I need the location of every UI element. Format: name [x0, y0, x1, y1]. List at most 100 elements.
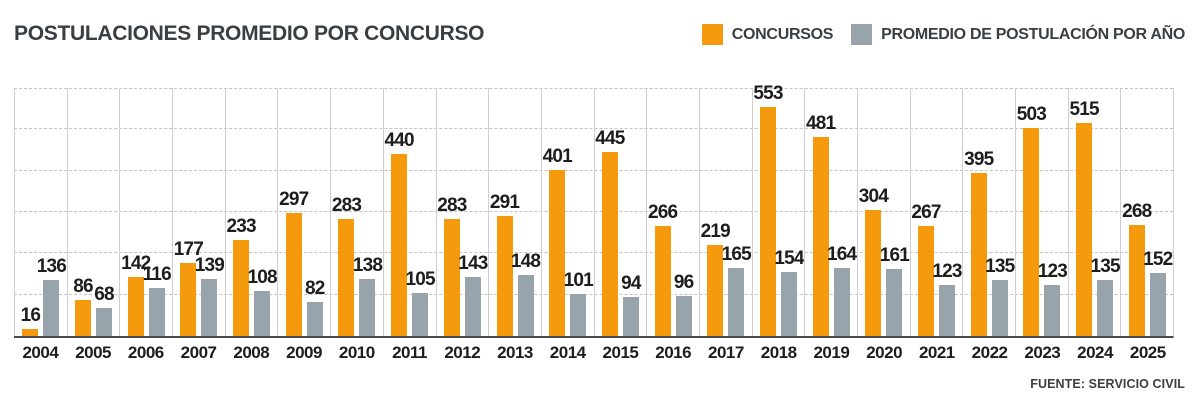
bar-concursos-2008: [233, 239, 250, 336]
bar-concursos-2017: [707, 245, 724, 336]
bar-value-label: 152: [1143, 249, 1173, 271]
x-axis-label-2021: 2021: [918, 343, 955, 362]
bar-promedio-2019: [833, 268, 850, 336]
bar-concursos-2021: [918, 225, 935, 336]
bar-promedio-2004: [43, 279, 60, 336]
year-group-2010: 283 138: [330, 88, 383, 336]
bar-value-label: 135: [1090, 256, 1120, 278]
legend-item-concursos: CONCURSOS: [701, 24, 834, 45]
bar-concursos-2022: [970, 172, 987, 336]
bar-promedio-2022: [991, 280, 1008, 336]
bar-promedio-2013: [517, 274, 534, 336]
bar-value-label: 108: [247, 267, 277, 289]
year-group-2025: 268 152: [1120, 88, 1173, 336]
legend-swatch-concursos: [701, 24, 723, 45]
bar-value-label: 481: [806, 113, 836, 135]
legend-label-promedio: PROMEDIO DE POSTULACIÓN POR AÑO: [881, 25, 1185, 43]
bar-value-label: 553: [753, 83, 783, 105]
bar-value-label: 135: [985, 256, 1015, 278]
x-axis-label-2023: 2023: [1024, 343, 1061, 362]
bar-value-label: 177: [173, 238, 204, 260]
bar-value-label: 96: [673, 272, 694, 294]
year-group-2008: 233 108: [224, 88, 278, 336]
year-group-2020: 304 161: [857, 88, 910, 336]
x-axis: 2004 2005 2006 2007 2008 2009 2010 2011 2012 2013…: [14, 343, 1174, 363]
bar-value-label: 82: [305, 278, 325, 300]
bar-promedio-2016: [675, 296, 692, 336]
bar-value-label: 164: [827, 244, 857, 266]
bar-promedio-2008: [254, 291, 271, 336]
bar-promedio-2020: [886, 269, 903, 336]
bar-concursos-2025: [1128, 225, 1145, 336]
bar-concursos-2016: [654, 226, 671, 336]
bar-promedio-2009: [306, 302, 323, 336]
year-group-2004: 16 136: [14, 88, 67, 336]
x-axis-label-2007: 2007: [180, 343, 217, 362]
bar-concursos-2006: [127, 277, 144, 336]
bar-promedio-2017: [728, 267, 745, 336]
bar-value-label: 143: [458, 252, 488, 274]
x-axis-label-2014: 2014: [549, 343, 586, 362]
bar-value-label: 395: [964, 148, 994, 170]
bar-promedio-2007: [201, 278, 218, 336]
bar-chart: 16 136 86 68 142 116 177 139 233 108 297 82 283 138 44…: [14, 84, 1174, 363]
year-group-2017: 219 165: [698, 88, 752, 336]
bar-value-label: 266: [647, 202, 678, 224]
bar-concursos-2018: [759, 107, 776, 336]
legend-swatch-promedio: [851, 24, 873, 45]
bar-value-label: 16: [20, 305, 41, 327]
bar-concursos-2012: [443, 219, 460, 336]
year-group-2021: 267 123: [909, 88, 962, 336]
bar-value-label: 297: [279, 189, 309, 211]
bar-concursos-2023: [1023, 128, 1040, 336]
legend-item-promedio: PROMEDIO DE POSTULACIÓN POR AÑO: [851, 24, 1185, 45]
bar-value-label: 268: [1122, 201, 1152, 223]
bar-value-label: 123: [1037, 261, 1068, 283]
bar-value-label: 401: [542, 146, 573, 168]
year-group-2011: 440 105: [382, 88, 436, 336]
year-group-2019: 481 164: [804, 88, 857, 336]
x-axis-label-2017: 2017: [708, 343, 744, 362]
bar-value-label: 123: [932, 261, 962, 283]
bar-concursos-2010: [338, 219, 355, 336]
bar-value-label: 291: [489, 191, 520, 213]
year-group-2022: 395 135: [962, 88, 1015, 336]
year-group-2015: 445 94: [593, 88, 647, 336]
bar-value-label: 68: [94, 283, 114, 305]
bar-concursos-2004: [22, 329, 39, 336]
bar-value-label: 503: [1016, 104, 1047, 126]
year-group-2023: 503 123: [1015, 88, 1068, 336]
bar-promedio-2014: [570, 294, 587, 336]
year-group-2018: 553 154: [751, 84, 804, 336]
bar-promedio-2012: [464, 276, 481, 336]
bar-promedio-2023: [1044, 285, 1061, 336]
year-group-2016: 266 96: [646, 88, 699, 336]
year-group-2024: 515 135: [1067, 88, 1121, 336]
bar-concursos-2014: [549, 170, 566, 336]
x-axis-label-2016: 2016: [655, 343, 692, 362]
x-axis-label-2005: 2005: [75, 343, 112, 362]
legend: CONCURSOS PROMEDIO DE POSTULACIÓN POR AÑ…: [701, 24, 1185, 46]
x-axis-label-2013: 2013: [497, 343, 533, 362]
bar-value-label: 440: [384, 130, 415, 152]
bar-promedio-2018: [780, 272, 797, 336]
bar-value-label: 101: [563, 270, 594, 292]
bar-concursos-2020: [865, 210, 882, 336]
x-axis-label-2010: 2010: [338, 343, 375, 362]
year-group-2007: 177 139: [172, 88, 225, 336]
bar-value-label: 267: [911, 201, 941, 223]
bar-concursos-2024: [1076, 123, 1093, 336]
bar-promedio-2011: [412, 292, 429, 336]
year-group-2005: 86 68: [66, 88, 120, 336]
bar-concursos-2013: [496, 215, 513, 336]
x-axis-label-2009: 2009: [286, 343, 322, 362]
bar-value-label: 154: [774, 248, 804, 270]
legend-label-concursos: CONCURSOS: [731, 25, 834, 43]
bar-value-label: 94: [621, 273, 641, 295]
bar-value-label: 515: [1069, 99, 1099, 121]
bar-value-label: 116: [142, 264, 172, 286]
chart-header: POSTULACIONES PROMEDIO POR CONCURSO CONC…: [14, 22, 1185, 46]
bar-value-label: 86: [73, 276, 93, 298]
bar-concursos-2011: [391, 154, 408, 336]
